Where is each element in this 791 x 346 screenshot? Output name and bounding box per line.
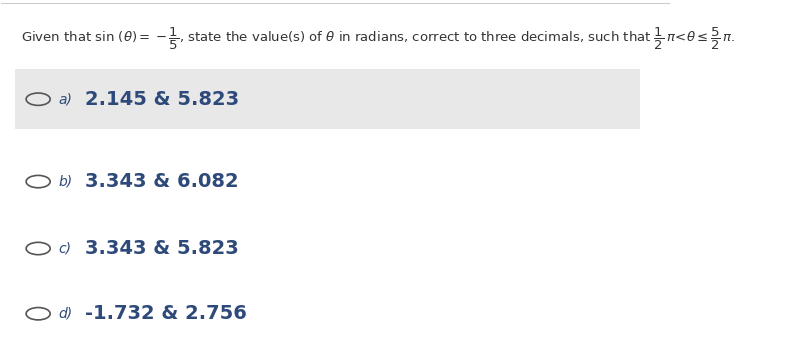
Text: 3.343 & 6.082: 3.343 & 6.082 xyxy=(85,172,239,191)
Text: -1.732 & 2.756: -1.732 & 2.756 xyxy=(85,304,247,323)
Text: d): d) xyxy=(59,307,72,321)
Text: Given that $\sin\,(\theta) = -\dfrac{1}{5}$, state the value(s) of $\theta$ in r: Given that $\sin\,(\theta) = -\dfrac{1}{… xyxy=(21,25,736,52)
Text: c): c) xyxy=(59,242,71,255)
FancyBboxPatch shape xyxy=(15,69,640,129)
Text: 2.145 & 5.823: 2.145 & 5.823 xyxy=(85,90,239,109)
Text: 3.343 & 5.823: 3.343 & 5.823 xyxy=(85,239,239,258)
Text: a): a) xyxy=(59,92,72,106)
Text: b): b) xyxy=(59,175,72,189)
